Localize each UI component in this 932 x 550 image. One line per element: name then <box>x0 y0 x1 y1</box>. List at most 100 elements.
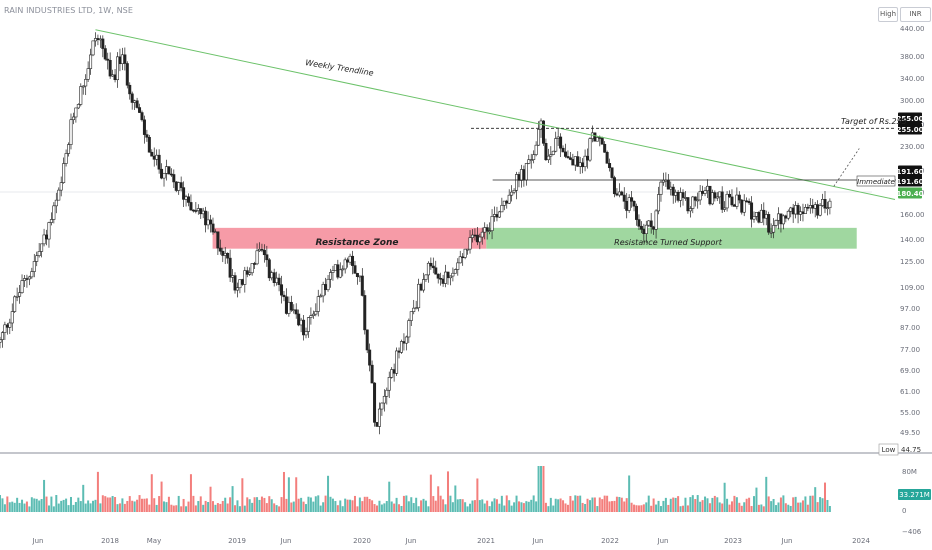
candle-body <box>172 174 176 183</box>
volume-bar <box>216 503 219 512</box>
volume-bar <box>194 505 197 512</box>
candle-body <box>265 254 269 261</box>
volume-bar <box>625 498 628 512</box>
price-tick-label: 69.00 <box>900 367 920 375</box>
volume-bar <box>40 499 43 512</box>
candle-body <box>184 196 188 200</box>
volume-bar <box>652 498 655 512</box>
candle <box>686 197 690 214</box>
candle-body <box>377 408 381 427</box>
candle-body <box>519 169 523 181</box>
candle-body <box>81 85 85 88</box>
candle <box>407 318 411 344</box>
volume-bar <box>628 475 631 512</box>
candle <box>661 172 665 186</box>
volume-bar <box>45 496 48 512</box>
candle <box>490 209 494 240</box>
candle-body <box>64 153 68 164</box>
candle <box>81 85 85 95</box>
volume-bar <box>500 495 503 512</box>
candle <box>45 229 49 246</box>
candle <box>776 207 780 230</box>
candle <box>314 303 318 317</box>
candle <box>671 184 675 204</box>
candle-body <box>769 231 773 234</box>
candle-body <box>799 211 803 215</box>
volume-bar <box>378 500 381 512</box>
volume-bar <box>385 501 388 512</box>
volume-bar <box>566 504 569 512</box>
candle-body <box>762 209 766 219</box>
volume-bar <box>486 500 489 512</box>
currency-button[interactable]: INR <box>900 7 931 22</box>
volume-bar <box>65 498 68 512</box>
volume-bar <box>170 504 173 512</box>
candle <box>576 151 580 167</box>
candle <box>519 164 523 188</box>
volume-bar <box>388 481 391 512</box>
candle <box>696 192 700 209</box>
candle-body <box>703 190 707 194</box>
volume-bar <box>356 506 359 512</box>
candle <box>502 200 506 211</box>
candle-body <box>441 278 445 284</box>
candle <box>98 35 102 48</box>
candle <box>718 191 722 204</box>
high-scale-button[interactable]: High <box>878 7 898 22</box>
volume-bar <box>395 497 398 512</box>
candle-body <box>397 350 401 353</box>
volume-bar <box>591 497 594 512</box>
volume-bar <box>456 499 459 512</box>
volume-bar <box>111 496 114 512</box>
candle-body <box>434 267 438 275</box>
candle-body <box>767 214 771 233</box>
volume-bar <box>611 501 614 512</box>
candle-body <box>142 119 146 135</box>
volume-bar <box>305 504 308 512</box>
volume-bar <box>606 495 609 512</box>
candle <box>20 274 24 294</box>
candle <box>593 132 597 142</box>
candle-body <box>811 205 815 209</box>
candle-body <box>353 265 357 274</box>
volume-bar <box>278 506 281 512</box>
candle-body <box>534 144 538 155</box>
candle <box>444 264 448 288</box>
candle <box>605 150 609 164</box>
candle <box>240 278 244 286</box>
candle-body <box>245 270 249 275</box>
candle <box>497 210 501 218</box>
candle <box>346 257 350 268</box>
candle-body <box>505 200 509 204</box>
volume-bar <box>295 477 298 512</box>
volume-bar <box>265 503 268 512</box>
volume-bar <box>630 502 633 512</box>
volume-bar <box>256 497 259 512</box>
candle-body <box>470 234 474 238</box>
volume-bar <box>143 498 146 512</box>
candle-body <box>502 200 506 206</box>
candle <box>76 103 80 110</box>
candle-body <box>448 275 452 279</box>
candle <box>769 223 773 239</box>
candle-body <box>231 275 235 278</box>
candle-body <box>287 301 291 314</box>
candle-body <box>779 213 783 225</box>
candle <box>27 275 31 286</box>
candle <box>209 214 213 233</box>
candle-body <box>461 256 465 259</box>
candle-body <box>304 331 308 336</box>
candle <box>754 212 758 221</box>
volume-bar <box>679 506 682 512</box>
volume-bar <box>596 506 599 512</box>
candle-body <box>152 155 156 160</box>
candle <box>343 257 347 274</box>
candle <box>382 389 386 412</box>
candle-body <box>718 191 722 198</box>
volume-bar <box>799 502 802 512</box>
candle-body <box>204 210 208 226</box>
candle <box>324 277 328 296</box>
candle-body <box>52 205 56 220</box>
volume-bar <box>69 496 72 512</box>
